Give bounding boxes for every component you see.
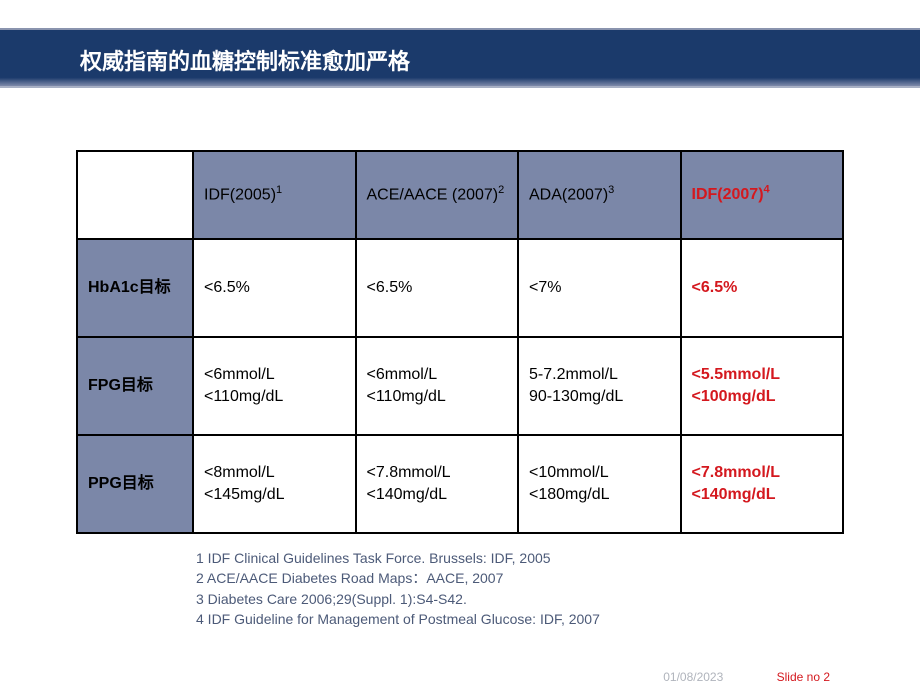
footer-date: 01/08/2023 bbox=[663, 670, 723, 684]
table-header-blank bbox=[77, 151, 193, 239]
row-label-fpg: FPG目标 bbox=[77, 337, 193, 435]
footer-slide-number: Slide no 2 bbox=[777, 670, 830, 684]
row-label-hba1c: HbA1c目标 bbox=[77, 239, 193, 337]
row-label-ppg: PPG目标 bbox=[77, 435, 193, 533]
cell: <7.8mmol/L<140mg/dL bbox=[681, 435, 844, 533]
table-header-ada: ADA(2007)3 bbox=[518, 151, 681, 239]
reference-line: 2 ACE/AACE Diabetes Road Maps：AACE, 2007 bbox=[196, 568, 844, 588]
cell: <6.5% bbox=[681, 239, 844, 337]
table-row: PPG目标 <8mmol/L<145mg/dL <7.8mmol/L<140mg… bbox=[77, 435, 843, 533]
guideline-table: IDF(2005)1 ACE/AACE (2007)2 ADA(2007)3 I… bbox=[76, 150, 844, 534]
table-header-row: IDF(2005)1 ACE/AACE (2007)2 ADA(2007)3 I… bbox=[77, 151, 843, 239]
cell: <7% bbox=[518, 239, 681, 337]
slide-footer: 01/08/2023 Slide no 2 bbox=[663, 670, 830, 684]
table-header-idf2005: IDF(2005)1 bbox=[193, 151, 356, 239]
table-header-idf2007: IDF(2007)4 bbox=[681, 151, 844, 239]
slide-title: 权威指南的血糖控制标准愈加严格 bbox=[80, 44, 410, 76]
reference-line: 1 IDF Clinical Guidelines Task Force. Br… bbox=[196, 548, 844, 568]
cell: 5-7.2mmol/L90-130mg/dL bbox=[518, 337, 681, 435]
cell: <7.8mmol/L<140mg/dL bbox=[356, 435, 519, 533]
slide-content: IDF(2005)1 ACE/AACE (2007)2 ADA(2007)3 I… bbox=[0, 100, 920, 629]
cell: <5.5mmol/L<100mg/dL bbox=[681, 337, 844, 435]
cell: <6.5% bbox=[356, 239, 519, 337]
cell: <6.5% bbox=[193, 239, 356, 337]
cell: <6mmol/L<110mg/dL bbox=[193, 337, 356, 435]
table-row: FPG目标 <6mmol/L<110mg/dL <6mmol/L<110mg/d… bbox=[77, 337, 843, 435]
table-header-ace-aace: ACE/AACE (2007)2 bbox=[356, 151, 519, 239]
cell: <10mmol/L<180mg/dL bbox=[518, 435, 681, 533]
reference-line: 4 IDF Guideline for Management of Postme… bbox=[196, 609, 844, 629]
cell: <6mmol/L<110mg/dL bbox=[356, 337, 519, 435]
slide-header: 权威指南的血糖控制标准愈加严格 bbox=[0, 0, 920, 100]
references: 1 IDF Clinical Guidelines Task Force. Br… bbox=[196, 548, 844, 629]
table-row: HbA1c目标 <6.5% <6.5% <7% <6.5% bbox=[77, 239, 843, 337]
reference-line: 3 Diabetes Care 2006;29(Suppl. 1):S4-S42… bbox=[196, 589, 844, 609]
cell: <8mmol/L<145mg/dL bbox=[193, 435, 356, 533]
